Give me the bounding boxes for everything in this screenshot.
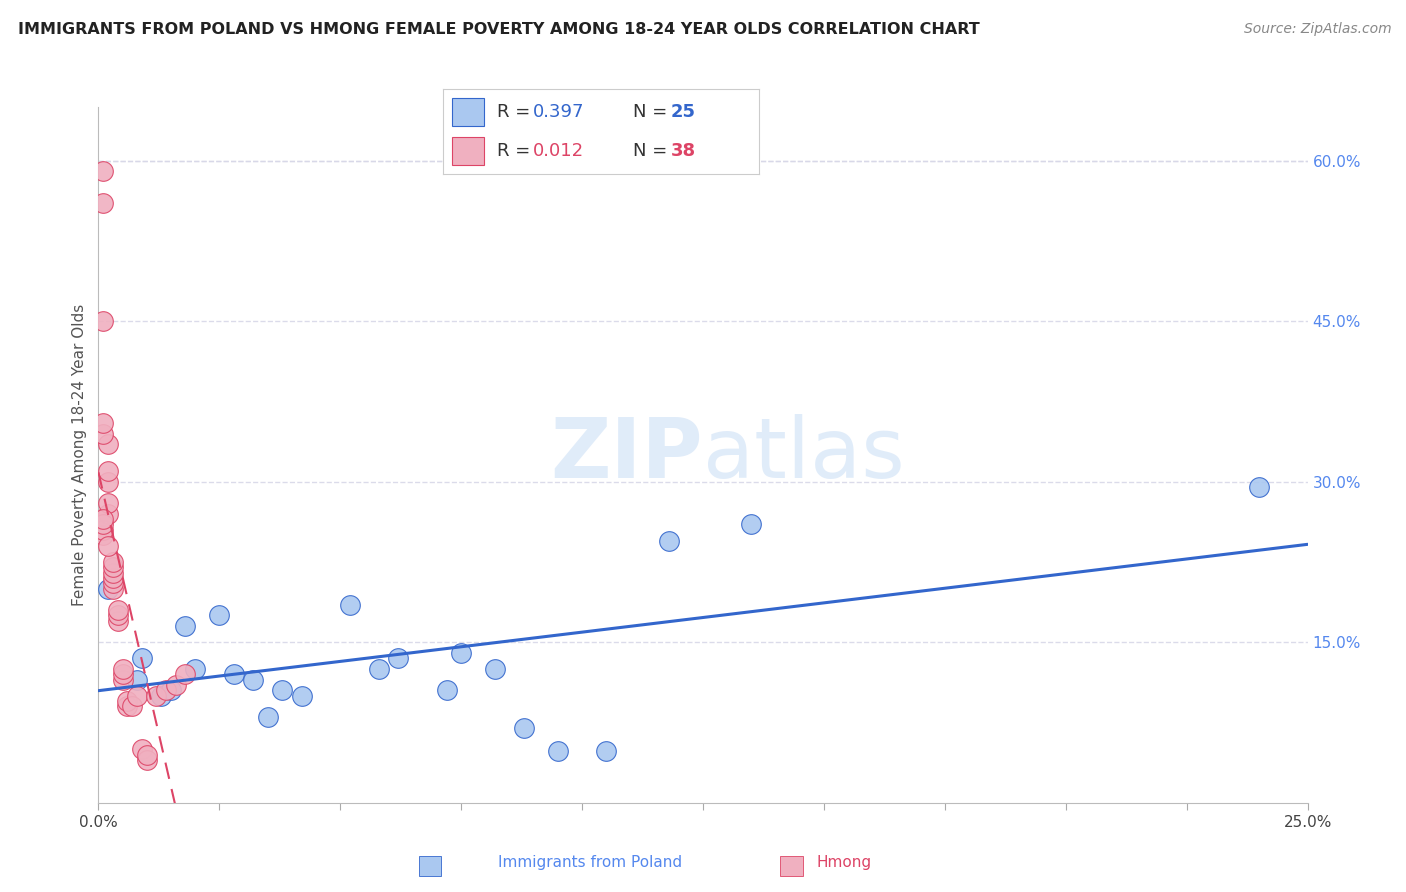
Point [658, 533, 681, 548]
Text: 25: 25 [671, 103, 696, 121]
Point [155, 683, 177, 698]
Text: Hmong: Hmong [815, 855, 872, 870]
Point [121, 699, 143, 714]
Point [145, 689, 167, 703]
Point [165, 678, 187, 692]
Point [368, 662, 391, 676]
Point [127, 673, 149, 687]
Point [256, 710, 278, 724]
Point [91, 528, 114, 542]
Point [150, 689, 173, 703]
Point [131, 651, 153, 665]
Point [97, 582, 120, 596]
Text: Source: ZipAtlas.com: Source: ZipAtlas.com [1244, 22, 1392, 37]
Point [271, 683, 294, 698]
Point [91, 426, 114, 441]
Point [131, 742, 153, 756]
Point [97, 507, 120, 521]
Point [91, 416, 114, 430]
Point [101, 576, 124, 591]
Text: R =: R = [496, 103, 536, 121]
Point [101, 571, 124, 585]
Point [513, 721, 536, 735]
Point [101, 555, 124, 569]
Text: Immigrants from Poland: Immigrants from Poland [499, 855, 682, 870]
Point [91, 512, 114, 526]
Point [107, 614, 129, 628]
Point [97, 496, 120, 510]
Point [174, 619, 197, 633]
Point [174, 667, 197, 681]
Point [91, 517, 114, 532]
Point [208, 608, 231, 623]
Text: IMMIGRANTS FROM POLAND VS HMONG FEMALE POVERTY AMONG 18-24 YEAR OLDS CORRELATION: IMMIGRANTS FROM POLAND VS HMONG FEMALE P… [18, 22, 980, 37]
Point [387, 651, 409, 665]
Text: 0.012: 0.012 [533, 142, 583, 160]
Point [547, 744, 569, 758]
Point [595, 744, 617, 758]
Bar [453, 136, 484, 165]
Point [111, 662, 134, 676]
Point [107, 603, 129, 617]
Point [117, 699, 139, 714]
Point [339, 598, 361, 612]
Point [101, 560, 124, 574]
Point [160, 683, 183, 698]
Text: atlas: atlas [703, 415, 904, 495]
Y-axis label: Female Poverty Among 18-24 Year Olds: Female Poverty Among 18-24 Year Olds [72, 304, 87, 606]
Point [135, 747, 157, 762]
Point [101, 582, 124, 596]
Point [111, 667, 134, 681]
Point [97, 437, 120, 451]
Point [91, 523, 114, 537]
Point [436, 683, 458, 698]
Point [91, 164, 114, 178]
Text: N =: N = [633, 103, 672, 121]
Point [1249, 480, 1271, 494]
Point [91, 314, 114, 328]
Point [484, 662, 506, 676]
Text: ZIP: ZIP [551, 415, 703, 495]
Bar [453, 98, 484, 127]
Point [91, 196, 114, 211]
Point [242, 673, 264, 687]
Point [111, 673, 134, 687]
Text: 38: 38 [671, 142, 696, 160]
Point [135, 753, 157, 767]
Point [97, 464, 120, 478]
Point [101, 566, 124, 580]
Point [107, 608, 129, 623]
Text: N =: N = [633, 142, 672, 160]
Point [117, 694, 139, 708]
Point [222, 667, 245, 681]
Text: R =: R = [496, 142, 536, 160]
Point [97, 539, 120, 553]
Point [740, 517, 762, 532]
Point [450, 646, 472, 660]
Text: 0.397: 0.397 [533, 103, 585, 121]
Point [97, 475, 120, 489]
Point [290, 689, 312, 703]
Point [184, 662, 207, 676]
Point [127, 689, 149, 703]
